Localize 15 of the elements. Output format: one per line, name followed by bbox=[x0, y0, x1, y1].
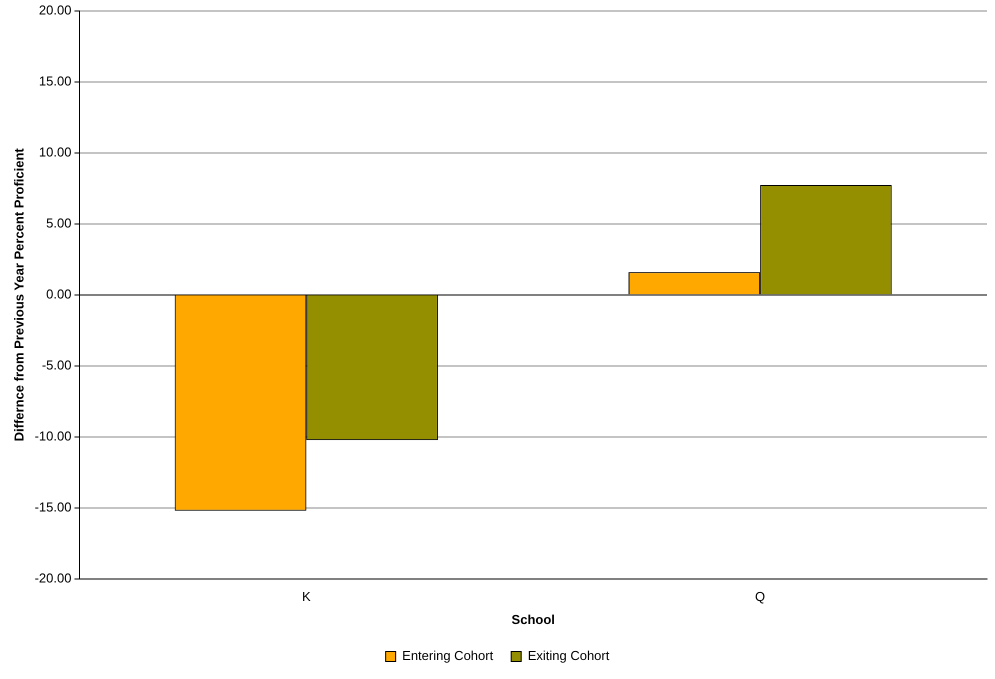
y-tick-label: 0.00 bbox=[46, 286, 72, 302]
y-tick-label: 15.00 bbox=[38, 73, 72, 88]
x-axis-title: School bbox=[512, 612, 555, 627]
x-tick-label: K bbox=[302, 589, 312, 604]
y-axis-title: Differnce from Previous Year Percent Proficient bbox=[11, 148, 26, 442]
y-tick-label: -5.00 bbox=[42, 357, 72, 372]
y-tick-label: 20.00 bbox=[38, 2, 72, 18]
y-tick-label: 10.00 bbox=[38, 144, 72, 160]
x-tick-label: Q bbox=[755, 589, 766, 604]
legend-label: Entering Cohort bbox=[402, 648, 494, 664]
legend-label: Exiting Cohort bbox=[528, 648, 610, 664]
y-tick-label: -20.00 bbox=[34, 570, 72, 586]
y-tick-label: 5.00 bbox=[46, 215, 72, 230]
y-tick-label: -15.00 bbox=[34, 499, 72, 514]
y-tick-label: -10.00 bbox=[34, 428, 72, 444]
